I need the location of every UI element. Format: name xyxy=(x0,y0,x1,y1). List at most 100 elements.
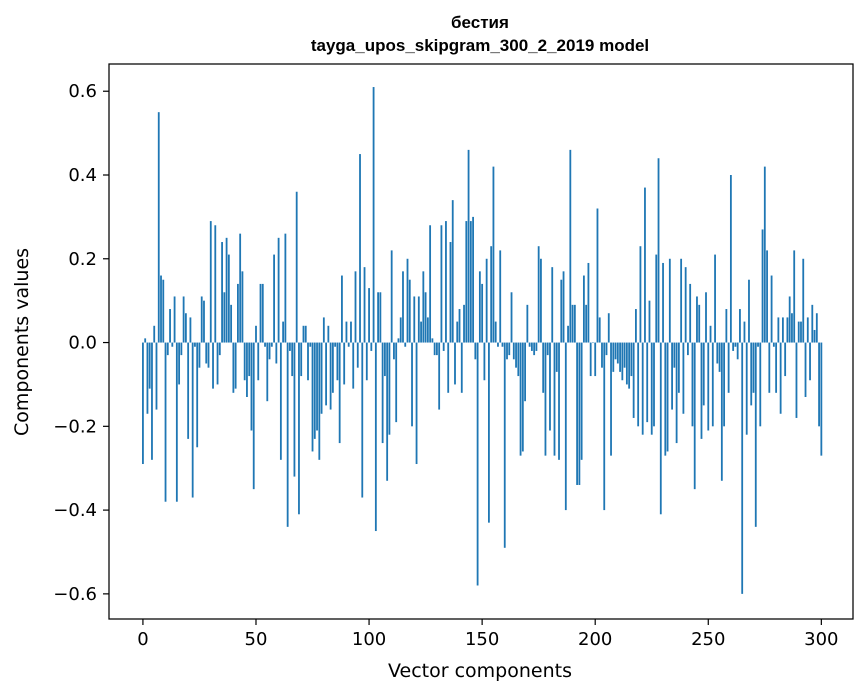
bar-component-152 xyxy=(485,258,488,343)
bar-component-67 xyxy=(293,342,296,477)
bar-component-44 xyxy=(241,271,244,343)
bar-component-40 xyxy=(232,342,235,393)
bar-component-73 xyxy=(307,342,309,381)
bar-component-200 xyxy=(594,342,597,377)
bar-component-59 xyxy=(275,342,278,364)
bar-component-125 xyxy=(424,292,427,343)
bar-component-282 xyxy=(779,342,782,414)
bar-component-231 xyxy=(664,342,667,456)
bar-component-248 xyxy=(702,342,705,406)
bar-component-106 xyxy=(381,342,384,444)
bar-component-48 xyxy=(250,342,253,431)
bar-component-157 xyxy=(497,342,499,347)
bar-component-188 xyxy=(567,325,569,343)
x-axis-label: Vector components xyxy=(388,660,572,682)
bar-component-181 xyxy=(551,267,554,343)
bar-component-300 xyxy=(820,342,823,456)
bar-component-1 xyxy=(144,338,147,343)
bar-component-168 xyxy=(521,342,524,452)
bar-component-128 xyxy=(431,338,434,343)
bar-component-163 xyxy=(510,292,513,343)
bar-component-9 xyxy=(162,279,165,343)
bar-component-254 xyxy=(716,342,719,364)
bar-component-272 xyxy=(757,342,759,347)
bar-component-80 xyxy=(322,317,325,343)
bar-component-193 xyxy=(578,342,581,485)
bar-component-293 xyxy=(804,342,807,397)
bar-component-109 xyxy=(388,342,391,435)
bar-component-71 xyxy=(302,325,305,343)
bar-component-166 xyxy=(517,342,520,377)
bar-component-127 xyxy=(429,225,432,343)
plot-area-frame xyxy=(108,63,854,620)
bar-component-30 xyxy=(209,221,212,343)
bar-component-220 xyxy=(639,246,642,343)
bar-component-119 xyxy=(411,342,413,427)
bar-component-226 xyxy=(653,342,655,427)
bar-component-110 xyxy=(390,250,393,343)
bar-component-218 xyxy=(635,309,637,343)
bar-component-252 xyxy=(711,342,714,427)
bar-component-108 xyxy=(386,342,389,481)
bar-component-129 xyxy=(433,342,436,356)
bar-component-132 xyxy=(440,225,443,343)
bar-component-86 xyxy=(336,342,339,381)
bar-component-74 xyxy=(309,342,312,347)
bar-component-107 xyxy=(383,342,386,377)
bar-component-197 xyxy=(587,262,590,343)
bar-component-289 xyxy=(795,342,798,418)
bar-component-284 xyxy=(784,342,787,377)
bar-component-88 xyxy=(341,275,343,343)
bar-component-268 xyxy=(748,279,750,343)
bar-component-89 xyxy=(343,342,346,385)
bar-component-5 xyxy=(153,325,156,343)
bar-component-211 xyxy=(619,342,621,372)
bar-component-269 xyxy=(750,342,753,406)
bar-component-39 xyxy=(230,304,233,343)
bar-component-174 xyxy=(535,342,538,351)
bar-component-149 xyxy=(478,271,481,343)
bar-component-276 xyxy=(766,250,768,343)
bar-component-176 xyxy=(540,258,542,343)
bar-component-83 xyxy=(329,342,332,410)
bar-component-235 xyxy=(673,342,676,368)
bar-component-191 xyxy=(573,304,576,343)
bar-component-178 xyxy=(544,342,547,456)
bar-component-139 xyxy=(456,321,459,343)
bar-component-18 xyxy=(182,296,185,343)
bar-component-179 xyxy=(546,342,549,356)
bar-component-207 xyxy=(610,342,612,456)
bar-component-241 xyxy=(687,342,689,356)
bar-component-35 xyxy=(221,242,223,343)
bar-component-7 xyxy=(157,112,160,343)
bar-component-36 xyxy=(223,292,226,343)
x-tick-label: 0 xyxy=(137,629,148,650)
bar-component-171 xyxy=(528,342,531,347)
bar-component-117 xyxy=(406,258,409,343)
bar-component-281 xyxy=(777,317,780,343)
bar-component-223 xyxy=(646,342,649,423)
bar-component-92 xyxy=(350,321,352,343)
bar-component-51 xyxy=(257,342,260,381)
chart-title-line1: бестия xyxy=(451,13,509,32)
bar-component-3 xyxy=(148,342,151,389)
bar-component-95 xyxy=(356,342,359,368)
bar-component-244 xyxy=(693,342,696,490)
y-tick-label: 0.2 xyxy=(68,249,97,270)
bar-component-273 xyxy=(759,342,762,427)
bar-component-160 xyxy=(503,342,506,548)
bar-component-151 xyxy=(483,342,486,381)
bar-component-133 xyxy=(442,342,445,351)
bar-component-225 xyxy=(650,342,653,435)
bar-component-184 xyxy=(558,342,560,460)
bar-component-234 xyxy=(671,342,673,410)
bar-component-4 xyxy=(151,342,153,460)
y-tick-label: 0.6 xyxy=(68,81,97,102)
bar-component-159 xyxy=(501,342,504,347)
chart-title-line2: tayga_upos_skipgram_300_2_2019 model xyxy=(311,36,649,55)
bar-component-267 xyxy=(745,342,748,435)
bar-component-57 xyxy=(270,342,273,347)
bar-component-206 xyxy=(607,313,610,343)
bar-component-103 xyxy=(374,342,377,532)
